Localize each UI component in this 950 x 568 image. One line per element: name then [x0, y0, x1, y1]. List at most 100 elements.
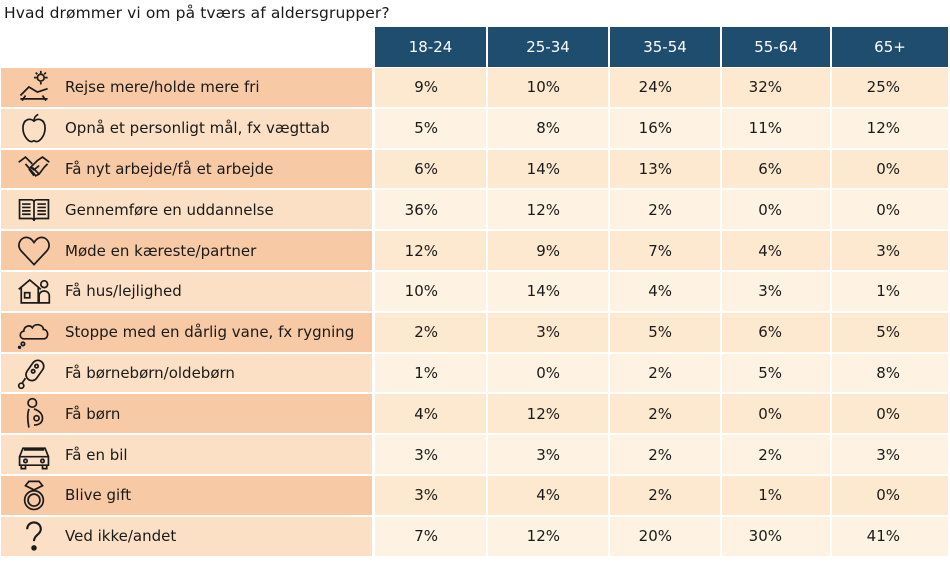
value-cell-25-34: 14% — [488, 149, 608, 189]
table-row: Blive gift 3% 4% 2% 1% 0% — [0, 475, 950, 516]
value-cell-65+: 41% — [832, 516, 948, 556]
value-cell-55-64: 1% — [722, 475, 830, 515]
row-label: Få hus/lejlighed — [65, 282, 182, 301]
value-cell-35-54: 16% — [610, 108, 720, 148]
row-label-cell: Få en bil — [1, 435, 372, 474]
value-cell-55-64: 11% — [722, 108, 830, 148]
column-header-65+: 65+ — [832, 27, 948, 67]
value-cell-25-34: 4% — [488, 475, 608, 515]
value-cell-35-54: 20% — [610, 516, 720, 556]
table-row: Ved ikke/andet 7% 12% 20% 30% 41% — [0, 516, 950, 557]
value-cell-35-54: 2% — [610, 475, 720, 515]
row-label: Få børn — [65, 404, 121, 423]
column-header-18-24: 18-24 — [375, 27, 486, 67]
value-cell-35-54: 2% — [610, 435, 720, 474]
row-label-cell: Blive gift — [1, 475, 372, 515]
table-row: Få nyt arbejde/få et arbejde 6% 14% 13% 6% 0% — [0, 149, 950, 190]
value-cell-18-24: 1% — [375, 353, 486, 393]
row-label-cell: Ved ikke/andet — [1, 516, 372, 556]
apple-icon — [9, 109, 59, 147]
row-label: Blive gift — [65, 486, 132, 505]
page-title: Hvad drømmer vi om på tværs af aldersgru… — [4, 4, 390, 22]
row-label: Rejse mere/holde mere fri — [65, 78, 260, 97]
row-label: Få nyt arbejde/få et arbejde — [65, 159, 274, 178]
value-cell-18-24: 10% — [375, 271, 486, 311]
row-label-cell: Få børn — [1, 394, 372, 434]
row-label: Ved ikke/andet — [65, 527, 177, 546]
value-cell-65+: 0% — [832, 149, 948, 189]
value-cell-25-34: 10% — [488, 68, 608, 107]
value-cell-18-24: 3% — [375, 435, 486, 474]
value-cell-18-24: 2% — [375, 312, 486, 352]
value-cell-65+: 25% — [832, 68, 948, 107]
value-cell-55-64: 5% — [722, 353, 830, 393]
table-row: Få hus/lejlighed 10% 14% 4% 3% 1% — [0, 271, 950, 312]
row-label: Opnå et personligt mål, fx vægttab — [65, 119, 330, 138]
value-cell-25-34: 0% — [488, 353, 608, 393]
value-cell-18-24: 6% — [375, 149, 486, 189]
value-cell-35-54: 24% — [610, 68, 720, 107]
row-label: Få børnebørn/oldebørn — [65, 363, 235, 382]
row-label-cell: Stoppe med en dårlig vane, fx rygning — [1, 312, 372, 352]
value-cell-55-64: 30% — [722, 516, 830, 556]
value-cell-25-34: 8% — [488, 108, 608, 148]
row-label-cell: Få nyt arbejde/få et arbejde — [1, 149, 372, 189]
value-cell-18-24: 7% — [375, 516, 486, 556]
pregnant-icon — [9, 395, 59, 433]
table-header-row: 18-24 25-34 35-54 55-64 65+ — [0, 27, 950, 67]
book-icon — [9, 191, 59, 229]
value-cell-35-54: 2% — [610, 190, 720, 230]
value-cell-35-54: 4% — [610, 271, 720, 311]
value-cell-35-54: 13% — [610, 149, 720, 189]
value-cell-55-64: 3% — [722, 271, 830, 311]
rattle-icon — [9, 354, 59, 392]
value-cell-35-54: 7% — [610, 231, 720, 270]
value-cell-55-64: 6% — [722, 149, 830, 189]
value-cell-65+: 12% — [832, 108, 948, 148]
value-cell-25-34: 12% — [488, 190, 608, 230]
value-cell-35-54: 2% — [610, 353, 720, 393]
value-cell-18-24: 36% — [375, 190, 486, 230]
column-header-35-54: 35-54 — [610, 27, 720, 67]
column-header-25-34: 25-34 — [488, 27, 608, 67]
value-cell-55-64: 32% — [722, 68, 830, 107]
value-cell-35-54: 2% — [610, 394, 720, 434]
dreams-table: 18-24 25-34 35-54 55-64 65+ Rejse mere/holde… — [0, 27, 950, 557]
table-row: Stoppe med en dårlig vane, fx rygning 2% 3… — [0, 312, 950, 353]
handshake-icon — [9, 150, 59, 188]
value-cell-65+: 0% — [832, 190, 948, 230]
value-cell-18-24: 5% — [375, 108, 486, 148]
value-cell-18-24: 12% — [375, 231, 486, 270]
value-cell-65+: 5% — [832, 312, 948, 352]
row-label-cell: Møde en kæreste/partner — [1, 231, 372, 270]
value-cell-55-64: 0% — [722, 190, 830, 230]
row-label-cell: Gennemføre en uddannelse — [1, 190, 372, 230]
table-body: Rejse mere/holde mere fri 9% 10% 24% 32% 25% O… — [0, 67, 950, 557]
value-cell-25-34: 9% — [488, 231, 608, 270]
row-label: Få en bil — [65, 445, 128, 464]
row-label: Stoppe med en dårlig vane, fx rygning — [65, 323, 355, 342]
value-cell-55-64: 4% — [722, 231, 830, 270]
row-label-cell: Rejse mere/holde mere fri — [1, 68, 372, 107]
value-cell-65+: 0% — [832, 475, 948, 515]
value-cell-18-24: 4% — [375, 394, 486, 434]
question-icon — [9, 517, 59, 555]
value-cell-65+: 3% — [832, 231, 948, 270]
column-header-55-64: 55-64 — [722, 27, 830, 67]
value-cell-55-64: 6% — [722, 312, 830, 352]
heart-icon — [9, 232, 59, 270]
table-row: Opnå et personligt mål, fx vægttab 5% 8% 16… — [0, 108, 950, 149]
cloud-icon — [9, 313, 59, 351]
row-label: Gennemføre en uddannelse — [65, 200, 274, 219]
car-icon — [9, 436, 59, 474]
ring-icon — [9, 476, 59, 514]
value-cell-35-54: 5% — [610, 312, 720, 352]
value-cell-25-34: 3% — [488, 312, 608, 352]
travel-icon — [9, 68, 59, 106]
value-cell-65+: 8% — [832, 353, 948, 393]
row-label-cell: Få børnebørn/oldebørn — [1, 353, 372, 393]
value-cell-65+: 1% — [832, 271, 948, 311]
table-row: Gennemføre en uddannelse 36% 12% 2% 0% 0% — [0, 189, 950, 230]
house-icon — [9, 272, 59, 310]
value-cell-25-34: 3% — [488, 435, 608, 474]
